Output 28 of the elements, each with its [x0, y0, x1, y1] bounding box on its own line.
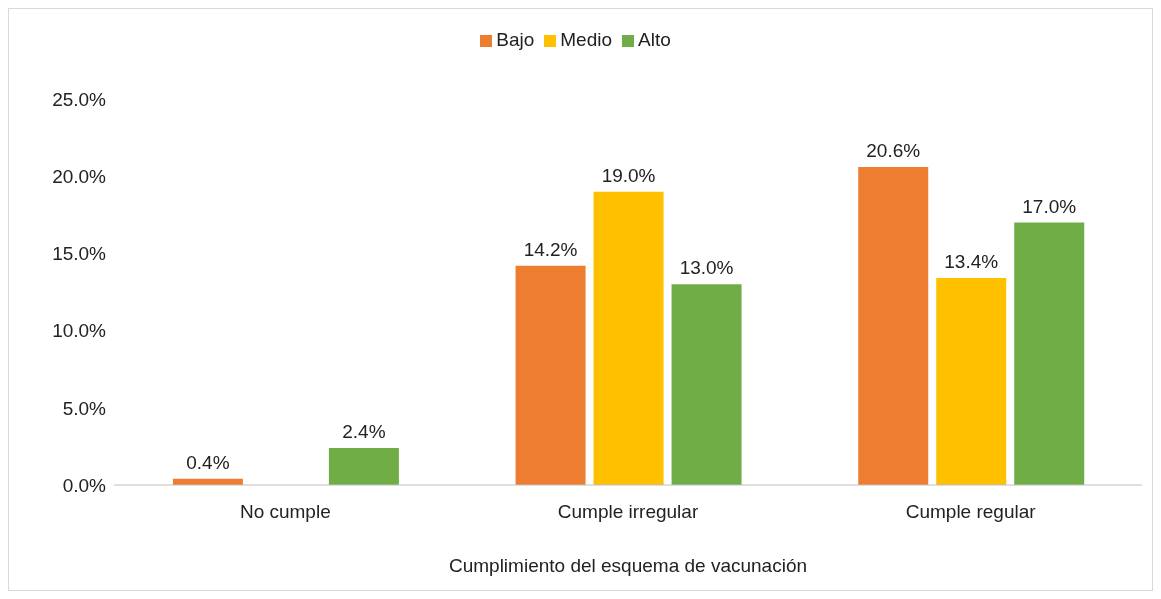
x-tick-label: Cumple irregular: [557, 501, 699, 523]
data-label: 14.2%: [523, 238, 578, 260]
y-tick-label: 5.0%: [62, 397, 107, 419]
data-label: 20.6%: [866, 139, 921, 161]
data-label: 0.4%: [186, 451, 230, 473]
y-tick-label: 0.0%: [62, 474, 107, 496]
bar: [1014, 222, 1085, 485]
bar: [858, 166, 929, 485]
bar: [515, 265, 586, 485]
legend-label: Alto: [638, 29, 671, 50]
y-tick-label: 20.0%: [52, 165, 107, 187]
legend-label: Medio: [560, 29, 613, 50]
bar: [671, 284, 742, 485]
data-label: 17.0%: [1022, 195, 1077, 217]
data-label: 13.0%: [679, 257, 734, 279]
x-tick-label: Cumple regular: [905, 501, 1037, 523]
legend-label: Bajo: [496, 29, 535, 50]
bar: [328, 447, 399, 485]
y-tick-label: 15.0%: [52, 243, 107, 265]
y-tick-label: 10.0%: [52, 320, 107, 342]
data-label: 13.4%: [944, 251, 999, 273]
x-tick-label: No cumple: [239, 501, 331, 523]
bar: [936, 278, 1007, 485]
data-label: 2.4%: [342, 420, 386, 442]
data-label: 19.0%: [601, 164, 656, 186]
x-axis-title: Cumplimiento del esquema de vacunación: [448, 555, 808, 576]
bar: [593, 191, 664, 485]
y-tick-label: 25.0%: [52, 88, 107, 110]
